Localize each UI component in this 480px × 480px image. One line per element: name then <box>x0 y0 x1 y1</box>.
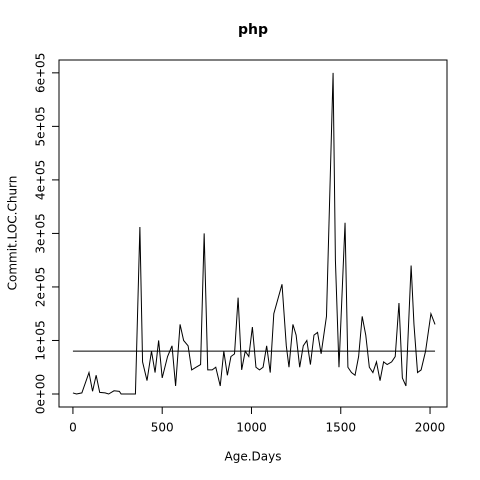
y-axis-label: Commit.LOC.Churn <box>6 176 20 291</box>
x-tick-label: 2000 <box>415 421 446 435</box>
x-tick-label: 0 <box>69 421 77 435</box>
y-tick-label: 0e+00 <box>34 374 48 414</box>
y-tick-label: 4e+05 <box>34 160 48 200</box>
x-tick-label: 500 <box>151 421 174 435</box>
data-line <box>72 72 436 395</box>
x-tick-label: 1000 <box>236 421 267 435</box>
x-tick-label: 1500 <box>325 421 356 435</box>
y-tick-label: 3e+05 <box>34 213 48 253</box>
y-tick-label: 2e+05 <box>34 267 48 307</box>
x-axis-label: Age.Days <box>225 450 282 464</box>
plot-box <box>58 59 448 408</box>
y-tick-label: 6e+05 <box>34 53 48 93</box>
chart-title: php <box>238 22 268 38</box>
y-tick-label: 5e+05 <box>34 106 48 146</box>
y-tick-label: 1e+05 <box>34 320 48 360</box>
